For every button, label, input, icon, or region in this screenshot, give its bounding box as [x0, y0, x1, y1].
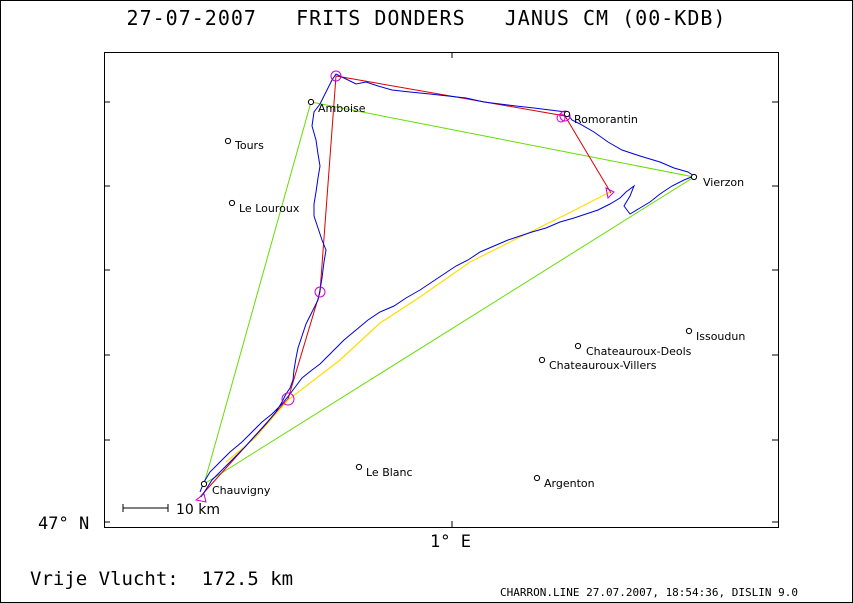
town-marker-argenton: [533, 474, 541, 482]
town-label-romorantin: Romorantin: [574, 113, 638, 126]
town-marker-amboise: [307, 98, 315, 106]
town-markers: [200, 98, 698, 488]
town-label-chateauroux-villers: Chateauroux-Villers: [549, 359, 657, 372]
triangle-legs: [203, 101, 696, 486]
town-label-vierzon: Vierzon: [703, 176, 744, 189]
town-label-issoudun: Issoudun: [696, 330, 745, 343]
title-date: 27-07-2007: [126, 6, 257, 30]
town-marker-chateauroux-deols: [574, 342, 582, 350]
axis-ticks: [104, 52, 778, 527]
file-info: CHARRON.LINE 27.07.2007, 18:54:36, DISLI…: [500, 586, 799, 599]
plot-frame: [104, 52, 779, 528]
gps-track: [199, 73, 696, 498]
title-pilot: FRITS DONDERS: [296, 6, 466, 30]
map-title: 27-07-2007 FRITS DONDERS JANUS CM (00-KD…: [0, 6, 853, 30]
town-marker-le-blanc: [355, 463, 363, 471]
town-marker-tours: [224, 137, 232, 145]
turnpoint-markers: [281, 70, 571, 406]
town-label-le-blanc: Le Blanc: [366, 466, 413, 479]
town-marker-issoudun: [685, 327, 693, 335]
town-marker-chauvigny: [200, 480, 208, 488]
longitude-label: 1° E: [430, 532, 471, 552]
town-label-tours: Tours: [234, 139, 264, 152]
scale-bar-label: 10 km: [176, 502, 220, 518]
turnpoint-marker: [281, 392, 295, 406]
start-marker: [194, 493, 207, 503]
flight-distance-value: 172.5 km: [201, 568, 294, 590]
town-marker-romorantin: [563, 110, 571, 118]
town-label-chateauroux-deols: Chateauroux-Deols: [586, 345, 692, 358]
town-label-le-louroux: Le Louroux: [239, 202, 300, 215]
turnpoint-marker: [330, 70, 342, 82]
finish-marker: [605, 187, 615, 200]
latitude-label: 47° N: [38, 514, 90, 534]
flight-distance-label: Vrije Vlucht:: [30, 568, 179, 590]
town-label-argenton: Argenton: [544, 477, 595, 490]
town-marker-chateauroux-villers: [538, 356, 546, 364]
scale-bar: [122, 504, 169, 512]
town-label-amboise: Amboise: [318, 102, 366, 115]
turnpoint-marker: [559, 110, 571, 122]
turnpoint-marker: [556, 113, 566, 123]
town-marker-vierzon: [690, 173, 698, 181]
town-marker-le-louroux: [228, 199, 236, 207]
turnpoint-marker: [314, 286, 326, 298]
title-glider: JANUS CM (00-KDB): [504, 6, 727, 30]
town-label-chauvigny: Chauvigny: [212, 484, 271, 497]
flight-distance: Vrije Vlucht: 172.5 km: [30, 568, 293, 590]
final-glide-track: [225, 191, 611, 463]
